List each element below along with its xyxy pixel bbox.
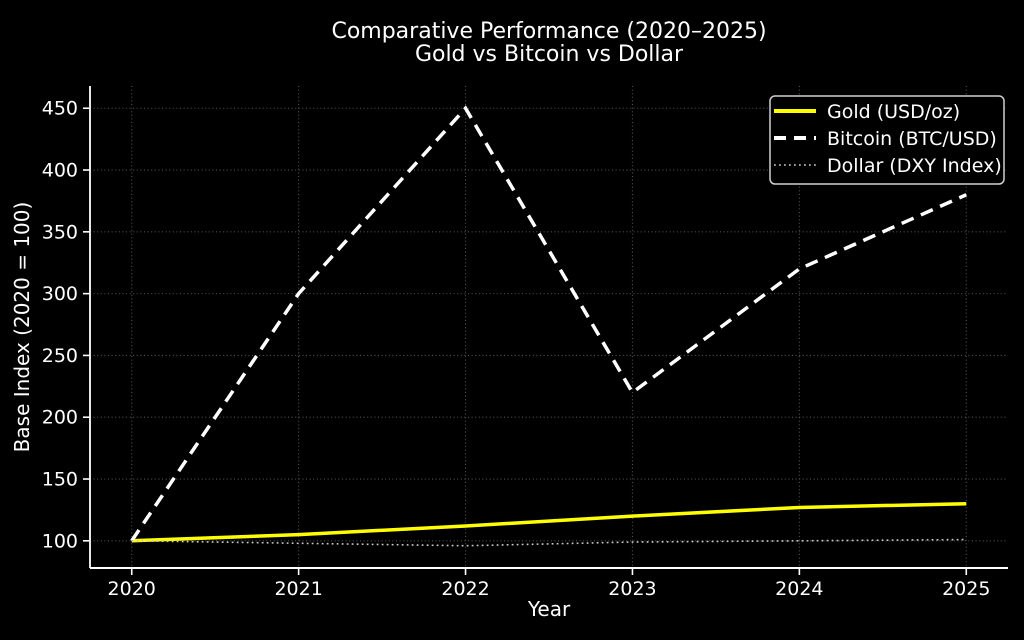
x-tick-label: 2025	[942, 578, 990, 600]
series-line-0	[131, 501, 967, 543]
series-layer	[130, 105, 967, 547]
series-line-2	[131, 538, 967, 547]
legend-item-gold: Gold (USD/oz)	[774, 101, 960, 123]
y-tick-label: 400	[42, 160, 78, 182]
legend-label-dollar: Dollar (DXY Index)	[827, 155, 1002, 177]
chart-title-line2: Gold vs Bitcoin vs Dollar	[415, 42, 684, 67]
legend: Gold (USD/oz) Bitcoin (BTC/USD) Dollar (…	[769, 95, 1005, 185]
x-tick-label: 2020	[108, 578, 156, 600]
y-tick-label: 300	[42, 283, 78, 305]
y-tick-label: 250	[42, 345, 78, 367]
tick-label-layer: 2020 2021 2022 2023 2024 2025 100 150 200 250 300 3…	[42, 98, 991, 600]
x-tick-label: 2021	[274, 578, 322, 600]
y-tick-label: 150	[42, 469, 78, 491]
y-tick-label: 100	[42, 530, 78, 552]
y-axis-label: Base Index (2020 = 100)	[10, 202, 34, 453]
legend-item-bitcoin: Bitcoin (BTC/USD)	[774, 128, 997, 150]
y-tick-label: 350	[42, 221, 78, 243]
chart-title-line1: Comparative Performance (2020–2025)	[331, 19, 766, 44]
y-tick-label: 450	[42, 98, 78, 120]
legend-label-gold: Gold (USD/oz)	[827, 101, 960, 123]
legend-label-bitcoin: Bitcoin (BTC/USD)	[827, 128, 997, 150]
x-axis-label: Year	[527, 597, 571, 621]
legend-item-dollar: Dollar (DXY Index)	[774, 155, 1002, 177]
tick-layer	[83, 107, 968, 575]
y-tick-label: 200	[42, 407, 78, 429]
x-tick-label: 2022	[441, 578, 489, 600]
series-line-1	[130, 105, 967, 542]
x-tick-label: 2024	[775, 578, 823, 600]
x-tick-label: 2023	[608, 578, 656, 600]
legend-box	[769, 95, 1005, 185]
